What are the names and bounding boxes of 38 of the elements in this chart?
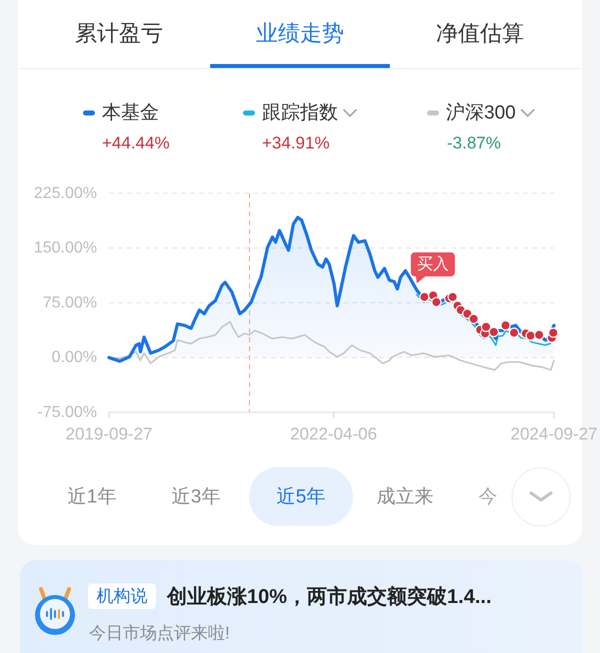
text: 近5年: [276, 486, 326, 508]
point: [480, 322, 492, 332]
legend-label: 沪深300: [446, 102, 516, 124]
text: 累计盈亏: [75, 20, 163, 46]
text: 业绩走势: [256, 20, 344, 46]
y-tick-label: -75.00%: [37, 404, 97, 421]
y-tick-label: 225.00%: [34, 184, 97, 202]
point: [447, 292, 458, 302]
y-tick-label: 75.00%: [42, 294, 97, 312]
text: 机构说: [96, 586, 148, 606]
y-tick-label: 150.00%: [34, 240, 97, 257]
point: [419, 292, 430, 302]
text: 净值估算: [436, 20, 524, 46]
text: 近3年: [172, 486, 220, 508]
text: 今: [478, 486, 498, 508]
point: [431, 296, 442, 308]
y-tick-label: 0.00%: [52, 349, 97, 366]
text: 创业板涨10%，两市成交额突破1.4...: [166, 585, 492, 608]
point: [534, 330, 544, 340]
text: 近1年: [68, 486, 116, 508]
point: [468, 314, 479, 324]
callout: 买入: [410, 252, 455, 284]
annotation: 买入: [416, 254, 449, 273]
x-tick-label: 2024-09-27: [510, 424, 598, 444]
text: +44.44%: [102, 134, 170, 152]
x-tick-label: 2019-09-27: [66, 424, 152, 444]
legend-label: 本基金: [102, 102, 159, 124]
legend-label: 跟踪指数: [262, 102, 338, 124]
x-tick-label: 2022-04-06: [290, 424, 378, 444]
point: [488, 326, 500, 338]
text: -3.87%: [447, 134, 501, 152]
text: +34.91%: [262, 134, 330, 152]
point: [548, 328, 558, 338]
text: 成立来: [376, 486, 434, 508]
text: 今日市场点评来啦!: [89, 624, 230, 642]
point: [525, 330, 536, 341]
point: [508, 328, 520, 338]
point: [500, 320, 511, 331]
